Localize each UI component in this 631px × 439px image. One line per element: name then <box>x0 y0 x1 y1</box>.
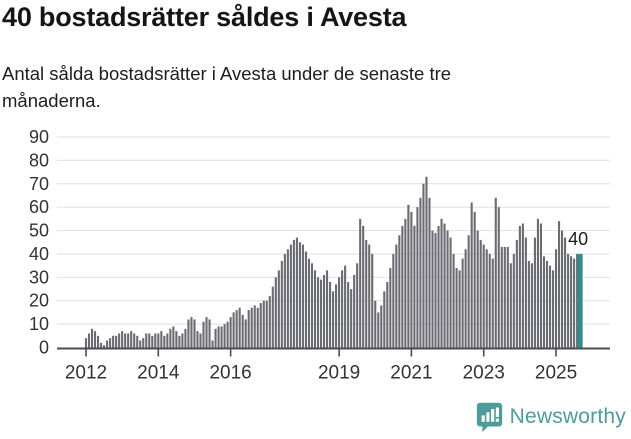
bar-chart-canvas: 0 10 20 30 40 50 60 70 80 90 2012 2014 2016 2019 2021 2… <box>29 127 610 384</box>
svg-text:2025: 2025 <box>535 363 577 384</box>
newsworthy-logo-icon <box>476 402 502 432</box>
svg-text:10: 10 <box>29 314 49 334</box>
svg-text:2012: 2012 <box>65 363 107 384</box>
chart-subtitle: Antal sålda bostadsrätter i Avesta under… <box>2 63 452 111</box>
svg-text:90: 90 <box>29 127 49 147</box>
bar-chart: 0 10 20 30 40 50 60 70 80 90 2012 2014 2016 2019 2021 2… <box>0 125 631 390</box>
svg-text:80: 80 <box>29 150 49 170</box>
page-title: 40 bostadsrätter såldes i Avesta <box>2 2 407 32</box>
svg-text:0: 0 <box>39 338 49 358</box>
svg-text:50: 50 <box>29 221 49 241</box>
svg-text:2019: 2019 <box>318 363 360 384</box>
svg-text:60: 60 <box>29 197 49 217</box>
svg-text:2016: 2016 <box>209 363 251 384</box>
newsworthy-brand-text: Newsworthy <box>509 405 626 428</box>
newsworthy-brand-link[interactable]: Newsworthy <box>476 402 626 432</box>
svg-text:70: 70 <box>29 174 49 194</box>
svg-text:30: 30 <box>29 267 49 287</box>
svg-text:20: 20 <box>29 291 49 311</box>
svg-text:40: 40 <box>29 244 49 264</box>
svg-text:2021: 2021 <box>390 363 432 384</box>
svg-text:2014: 2014 <box>137 363 180 384</box>
svg-text:40: 40 <box>568 229 588 249</box>
svg-text:2023: 2023 <box>463 363 505 384</box>
